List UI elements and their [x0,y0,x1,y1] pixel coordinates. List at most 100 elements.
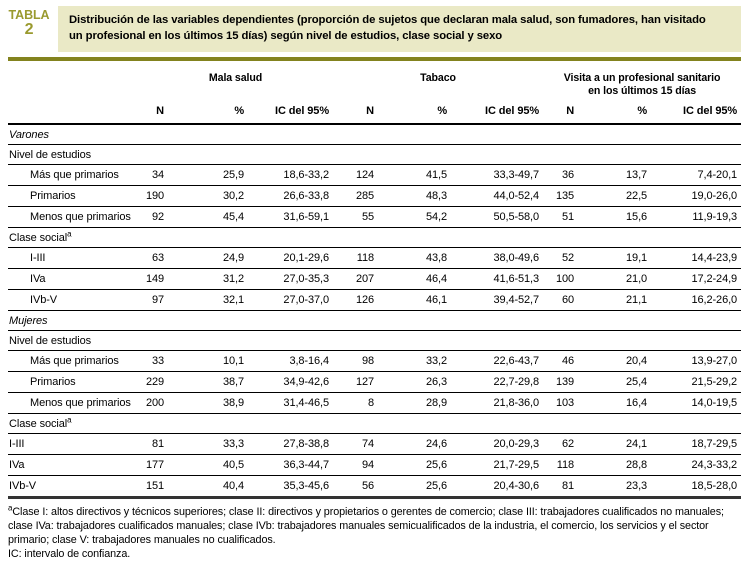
cell-ci: 18,7-29,5 [651,433,742,456]
cell-pct: 41,5 [378,164,452,187]
row-label: IVa [8,454,138,477]
cell-pct: 25,6 [378,475,452,500]
cell-pct: 33,3 [168,433,248,456]
cell-ci: 20,0-29,3 [451,433,544,456]
section-label: Mujeres [8,310,742,332]
table-row: Más que primarios 34 25,9 18,6-33,2 124 … [8,164,742,187]
cell-pct: 32,1 [168,289,248,312]
cell-n: 92 [138,206,168,229]
cell-ci: 11,9-19,3 [651,206,742,229]
cell-ci: 41,6-51,3 [451,268,544,291]
cell-ci: 16,2-26,0 [651,289,742,312]
col-header-n: N [138,101,168,126]
table-title: Distribución de las variables dependient… [69,14,706,42]
cell-pct: 19,1 [578,247,652,270]
spacer-cell [8,101,138,126]
cell-n: 98 [333,350,379,373]
footnote-marker: a [8,503,13,513]
cell-pct: 28,8 [578,454,652,477]
section-row-mujeres: Mujeres [8,310,742,332]
cell-n: 60 [543,289,579,312]
cell-ci: 50,5-58,0 [451,206,544,229]
table-title-band: Distribución de las variables dependient… [58,6,741,52]
cell-n: 74 [333,433,379,456]
block-label: Clase sociala [8,413,742,435]
cell-ci: 7,4-20,1 [651,164,742,187]
block-label: Nivel de estudios [8,330,742,352]
row-label: Primarios [8,371,138,394]
cell-n: 8 [333,392,379,415]
cell-pct: 21,1 [578,289,652,312]
data-table: Mala salud Tabaco Visita a un profesiona… [8,63,742,500]
group-header-tabaco: Tabaco [333,63,543,102]
col-header-ci: IC del 95% [248,101,334,126]
cell-ci: 27,0-37,0 [248,289,334,312]
accent-rule [8,56,741,61]
cell-n: 62 [543,433,579,456]
cell-n: 81 [138,433,168,456]
cell-n: 52 [543,247,579,270]
col-header-n: N [543,101,579,126]
cell-pct: 30,2 [168,185,248,208]
cell-ci: 35,3-45,6 [248,475,334,500]
footnote-text: Clase I: altos directivos y técnicos sup… [8,506,724,547]
row-label: IVa [8,268,138,291]
table-row: Primarios 229 38,7 34,9-42,6 127 26,3 22… [8,371,742,394]
cell-ci: 27,0-35,3 [248,268,334,291]
row-label: Menos que primarios [8,206,138,229]
table-header: TABLA 2 Distribución de las variables de… [8,6,741,52]
cell-pct: 25,4 [578,371,652,394]
cell-n: 135 [543,185,579,208]
cell-pct: 28,9 [378,392,452,415]
block-label-text: Clase social [9,232,68,245]
cell-pct: 33,2 [378,350,452,373]
cell-ci: 18,6-33,2 [248,164,334,187]
cell-pct: 38,7 [168,371,248,394]
cell-pct: 26,3 [378,371,452,394]
cell-n: 200 [138,392,168,415]
block-label-text: Clase social [9,418,68,431]
footnote-class-definitions: aClase I: altos directivos y técnicos su… [8,503,741,547]
footnotes: aClase I: altos directivos y técnicos su… [8,503,741,561]
cell-pct: 40,4 [168,475,248,500]
cell-pct: 16,4 [578,392,652,415]
block-label: Clase sociala [8,227,742,249]
block-row-nivel-estudios: Nivel de estudios [8,330,742,352]
cell-pct: 24,1 [578,433,652,456]
row-label: Más que primarios [8,350,138,373]
section-label: Varones [8,124,742,146]
cell-ci: 39,4-52,7 [451,289,544,312]
table-row: I-III 81 33,3 27,8-38,8 74 24,6 20,0-29,… [8,433,742,456]
col-header-pct: % [378,101,452,126]
row-label: I-III [8,433,138,456]
cell-ci: 22,7-29,8 [451,371,544,394]
cell-ci: 33,3-49,7 [451,164,544,187]
cell-ci: 21,8-36,0 [451,392,544,415]
cell-ci: 21,5-29,2 [651,371,742,394]
col-header-n: N [333,101,379,126]
cell-pct: 40,5 [168,454,248,477]
cell-n: 118 [543,454,579,477]
cell-n: 177 [138,454,168,477]
cell-ci: 38,0-49,6 [451,247,544,270]
table-row: IVb-V 97 32,1 27,0-37,0 126 46,1 39,4-52… [8,289,742,312]
cell-n: 124 [333,164,379,187]
row-label: Más que primarios [8,164,138,187]
cell-ci: 44,0-52,4 [451,185,544,208]
cell-ci: 24,3-33,2 [651,454,742,477]
cell-ci: 20,4-30,6 [451,475,544,500]
row-label: I-III [8,247,138,270]
group-header-mala-salud: Mala salud [138,63,333,102]
group-header-visita: Visita a un profesional sanitario en los… [543,63,741,102]
table-row: I-III 63 24,9 20,1-29,6 118 43,8 38,0-49… [8,247,742,270]
cell-n: 46 [543,350,579,373]
cell-pct: 46,4 [378,268,452,291]
cell-ci: 36,3-44,7 [248,454,334,477]
cell-pct: 43,8 [378,247,452,270]
cell-n: 149 [138,268,168,291]
column-group-row: Mala salud Tabaco Visita a un profesiona… [8,63,741,102]
cell-ci: 20,1-29,6 [248,247,334,270]
table-tag-number: 2 [24,21,34,39]
group-header-label: Mala salud [208,71,263,84]
